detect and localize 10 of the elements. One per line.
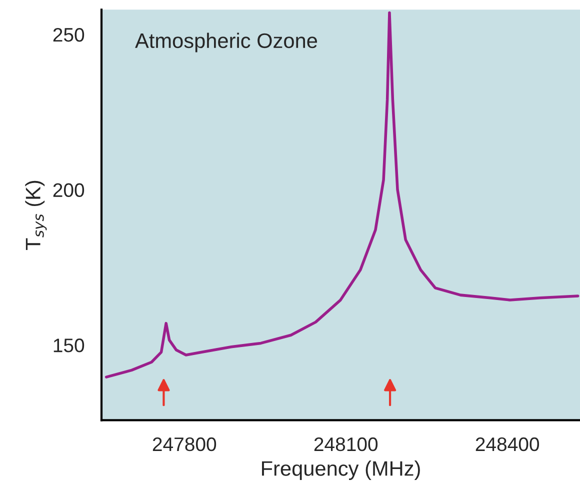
y-tick-label: 200: [53, 183, 84, 198]
line-series: [104, 11, 580, 378]
x-tick-label: 248100: [314, 437, 378, 452]
y-tick-label: 250: [53, 28, 84, 42]
x-axis-title: Frequency (MHz): [262, 460, 420, 480]
y-tick-label: 150: [54, 338, 84, 352]
x-tick-label: 248400: [476, 437, 540, 452]
y-axis-title: T$_{sys}$ (K): [25, 180, 47, 250]
x-tick-label: 247800: [152, 437, 216, 452]
annotation: Atmospheric Ozone: [135, 32, 318, 52]
